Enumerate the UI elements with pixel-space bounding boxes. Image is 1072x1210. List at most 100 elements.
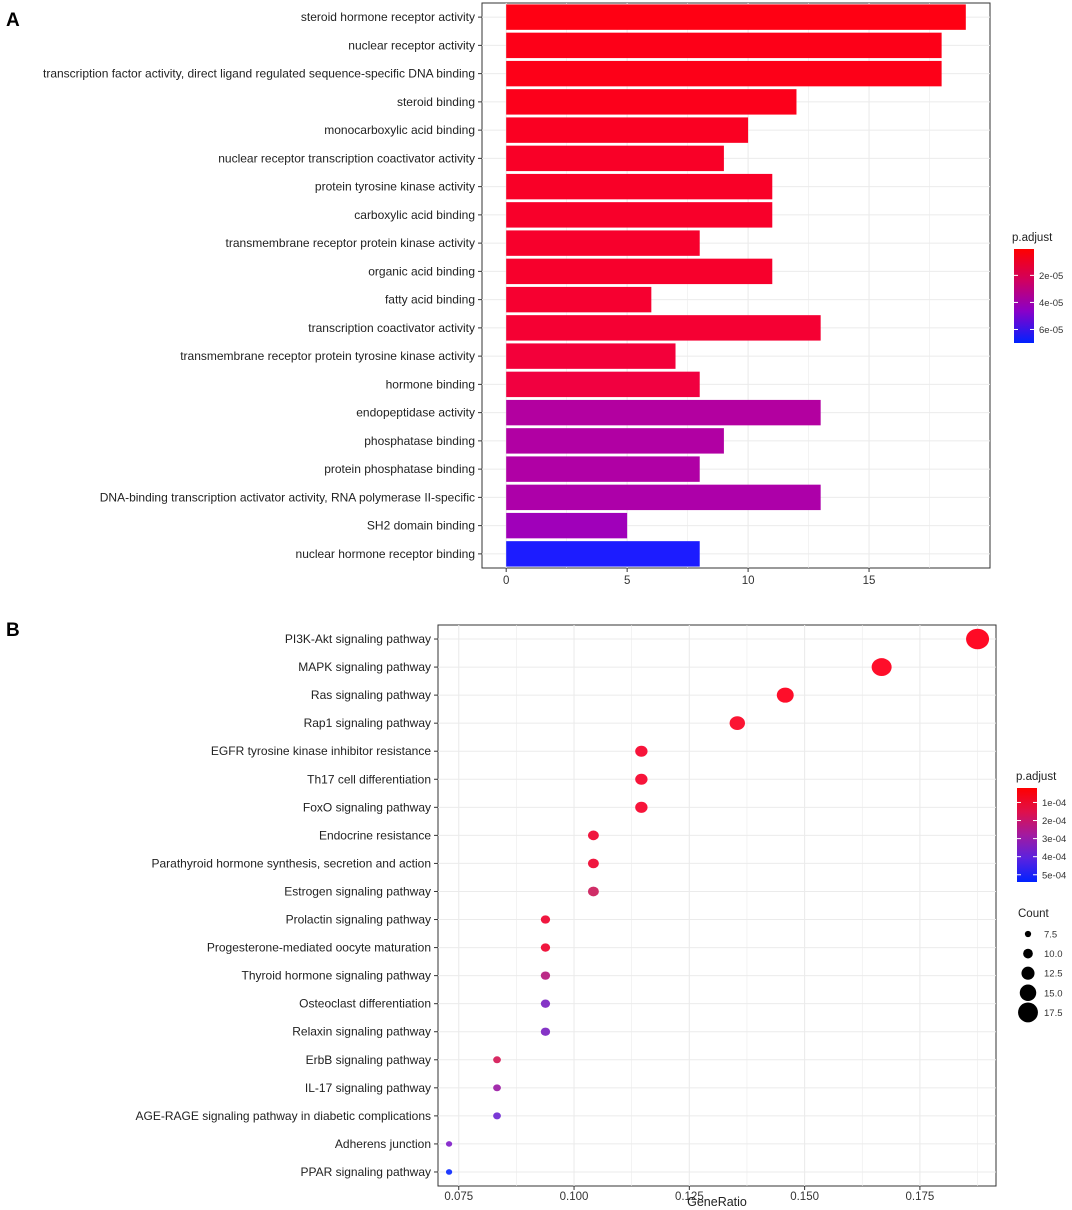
category-label-b: PPAR signaling pathway (300, 1165, 431, 1179)
category-label-a: protein phosphatase binding (324, 462, 475, 476)
size-legend-title: Count (1018, 908, 1049, 920)
x-tick-label-b: 0.075 (444, 1191, 473, 1203)
plot-area-b (437, 624, 997, 1187)
bar-a (506, 60, 942, 87)
point-b (587, 858, 599, 869)
category-label-b: Thyroid hormone signaling pathway (242, 969, 431, 983)
x-tick-label-a: 0 (503, 575, 509, 587)
category-labels-b: PI3K-Akt signaling pathway MAPK signaling… (136, 632, 438, 1179)
point-b (540, 1027, 551, 1036)
category-label-a: transmembrane receptor protein tyrosine … (180, 349, 475, 363)
x-axis-title-b: GeneRatio (687, 1195, 747, 1209)
size-legend-label: 15.0 (1044, 988, 1063, 999)
x-tick-label-b: 0.150 (790, 1191, 819, 1203)
bar-a (506, 428, 724, 454)
size-legend-dot (1021, 966, 1035, 980)
category-label-b: EGFR tyrosine kinase inhibitor resistanc… (211, 744, 431, 758)
category-label-a: fatty acid binding (385, 293, 475, 307)
x-tick-label-a: 15 (863, 575, 876, 587)
size-legend-dot (1023, 948, 1033, 959)
bar-a (506, 399, 821, 426)
legend-b-tick-label: 4e-04 (1042, 852, 1066, 863)
category-label-b: PI3K-Akt signaling pathway (285, 632, 431, 646)
bar-a (506, 484, 821, 511)
size-legend-items: 7.5 10.0 12.5 15.0 17.5 (1018, 930, 1063, 1023)
point-b (445, 1169, 453, 1175)
category-label-a: endopeptidase activity (356, 406, 475, 420)
category-label-a: protein tyrosine kinase activity (315, 180, 475, 194)
size-legend-label: 10.0 (1044, 949, 1063, 960)
bar-a (506, 315, 821, 341)
category-label-b: IL-17 signaling pathway (305, 1081, 431, 1095)
category-label-a: monocarboxylic acid binding (324, 123, 475, 137)
category-label-a: nuclear receptor transcription coactivat… (218, 151, 475, 165)
point-b (493, 1056, 501, 1064)
category-label-b: AGE-RAGE signaling pathway in diabetic c… (136, 1109, 431, 1123)
bar-a (506, 371, 700, 398)
legend-b-size: Count 7.5 10.0 12.5 15.0 17.5 (1018, 908, 1063, 1023)
plot-area-a (481, 2, 991, 569)
legend-b-tick-label: 1e-04 (1042, 798, 1066, 809)
category-label-a: transcription factor activity, direct li… (43, 67, 475, 81)
category-label-b: Progesterone-mediated oocyte maturation (207, 941, 431, 955)
point-b (587, 830, 599, 841)
x-tick-label-b: 0.100 (560, 1191, 589, 1203)
point-b (587, 886, 599, 897)
legend-a: p.adjust 2e-05 4e-05 6e-05 (1012, 232, 1063, 343)
point-b (729, 716, 745, 731)
legend-b-tick-label: 2e-04 (1042, 816, 1066, 827)
point-b (871, 658, 892, 676)
category-label-a: DNA-binding transcription activator acti… (100, 490, 475, 504)
category-label-b: FoxO signaling pathway (303, 800, 431, 814)
legend-a-tick-label: 4e-05 (1039, 298, 1063, 309)
points-b (445, 628, 990, 1175)
point-b (635, 745, 648, 757)
category-label-a: hormone binding (386, 377, 475, 391)
x-axis-a: 0 5 10 15 (503, 568, 875, 587)
x-tick-label-a: 5 (624, 575, 630, 587)
category-label-b: Parathyroid hormone synthesis, secretion… (152, 856, 432, 870)
point-b (540, 943, 551, 952)
point-b (493, 1112, 501, 1120)
bar-a (506, 512, 628, 539)
bars-a (506, 4, 966, 567)
category-label-b: Relaxin signaling pathway (292, 1025, 431, 1039)
bar-a (506, 202, 773, 228)
category-label-a: steroid binding (397, 95, 475, 109)
category-label-b: MAPK signaling pathway (298, 660, 431, 674)
size-legend-label: 12.5 (1044, 969, 1063, 980)
panel-b-letter: B (6, 620, 20, 641)
size-legend-label: 7.5 (1044, 930, 1057, 941)
legend-b-colorbar (1017, 788, 1037, 882)
legend-a-colorbar (1014, 249, 1034, 343)
size-legend-dot (1018, 1002, 1038, 1023)
bar-a (506, 4, 966, 30)
point-b (493, 1084, 501, 1092)
bar-a (506, 89, 797, 115)
size-legend-dot (1024, 930, 1032, 938)
bar-a (506, 230, 700, 256)
category-label-a: nuclear receptor activity (348, 38, 475, 52)
size-legend-dot (1019, 984, 1037, 1002)
legend-b-title: p.adjust (1016, 771, 1057, 783)
legend-b-tick-label: 5e-04 (1042, 870, 1066, 881)
x-tick-label-b: 0.175 (906, 1191, 935, 1203)
gridlines-b (438, 625, 996, 1186)
bar-a (506, 173, 773, 200)
legend-a-tick-label: 6e-05 (1039, 325, 1063, 336)
point-b (635, 801, 648, 813)
category-label-b: Ras signaling pathway (311, 688, 431, 702)
category-labels-a: steroid hormone receptor activity nuclear… (43, 10, 482, 561)
category-label-a: phosphatase binding (364, 434, 475, 448)
x-tick-label-b: 0.125 (675, 1191, 704, 1203)
point-b (776, 687, 794, 703)
category-label-a: steroid hormone receptor activity (301, 10, 475, 24)
category-label-b: Endocrine resistance (319, 828, 431, 842)
legend-b-color: p.adjust 1e-04 2e-04 3e-04 4e-04 5e-04 (1016, 771, 1066, 882)
panel-a: A steroid hormone receptor activity nucle… (6, 2, 1063, 587)
panel-b: B PI3K-Akt signaling pathway MAPK signali… (6, 620, 1066, 1209)
category-label-b: Estrogen signaling pathway (284, 884, 431, 898)
bar-a (506, 32, 942, 59)
legend-a-tick-label: 2e-05 (1039, 271, 1063, 282)
